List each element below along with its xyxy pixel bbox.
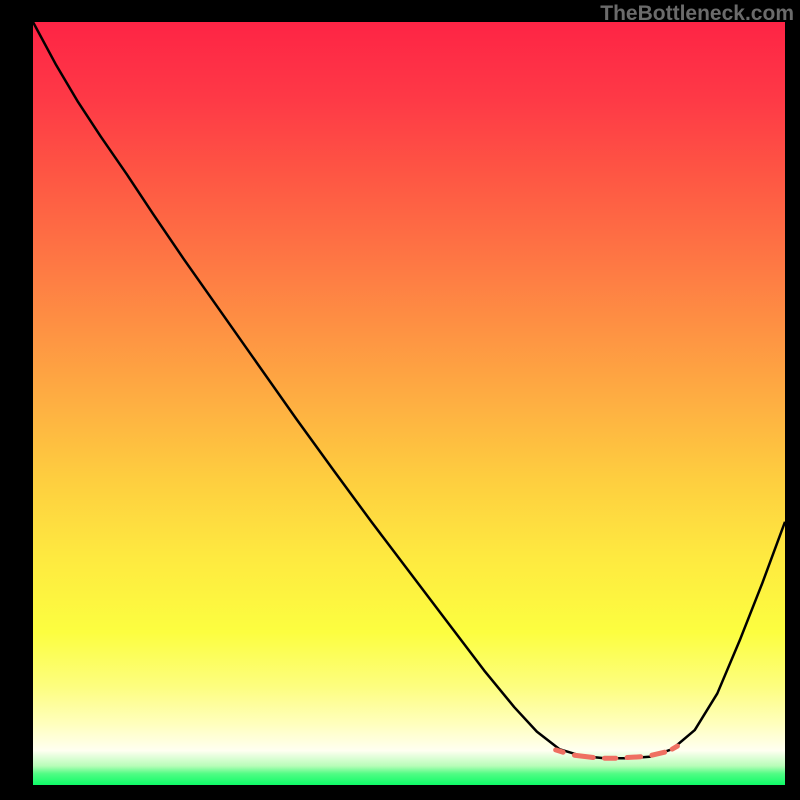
optimal-range-marker: [672, 746, 677, 749]
bottleneck-curve: [33, 22, 785, 758]
curve-layer: [33, 22, 785, 785]
optimal-range-marker: [574, 755, 593, 757]
plot-area: [33, 22, 785, 785]
optimal-range-marker: [627, 757, 641, 758]
watermark-text: TheBottleneck.com: [600, 2, 794, 26]
chart-container: TheBottleneck.com: [0, 0, 800, 800]
optimal-range-marker: [652, 752, 665, 755]
optimal-range-marker: [556, 750, 564, 752]
